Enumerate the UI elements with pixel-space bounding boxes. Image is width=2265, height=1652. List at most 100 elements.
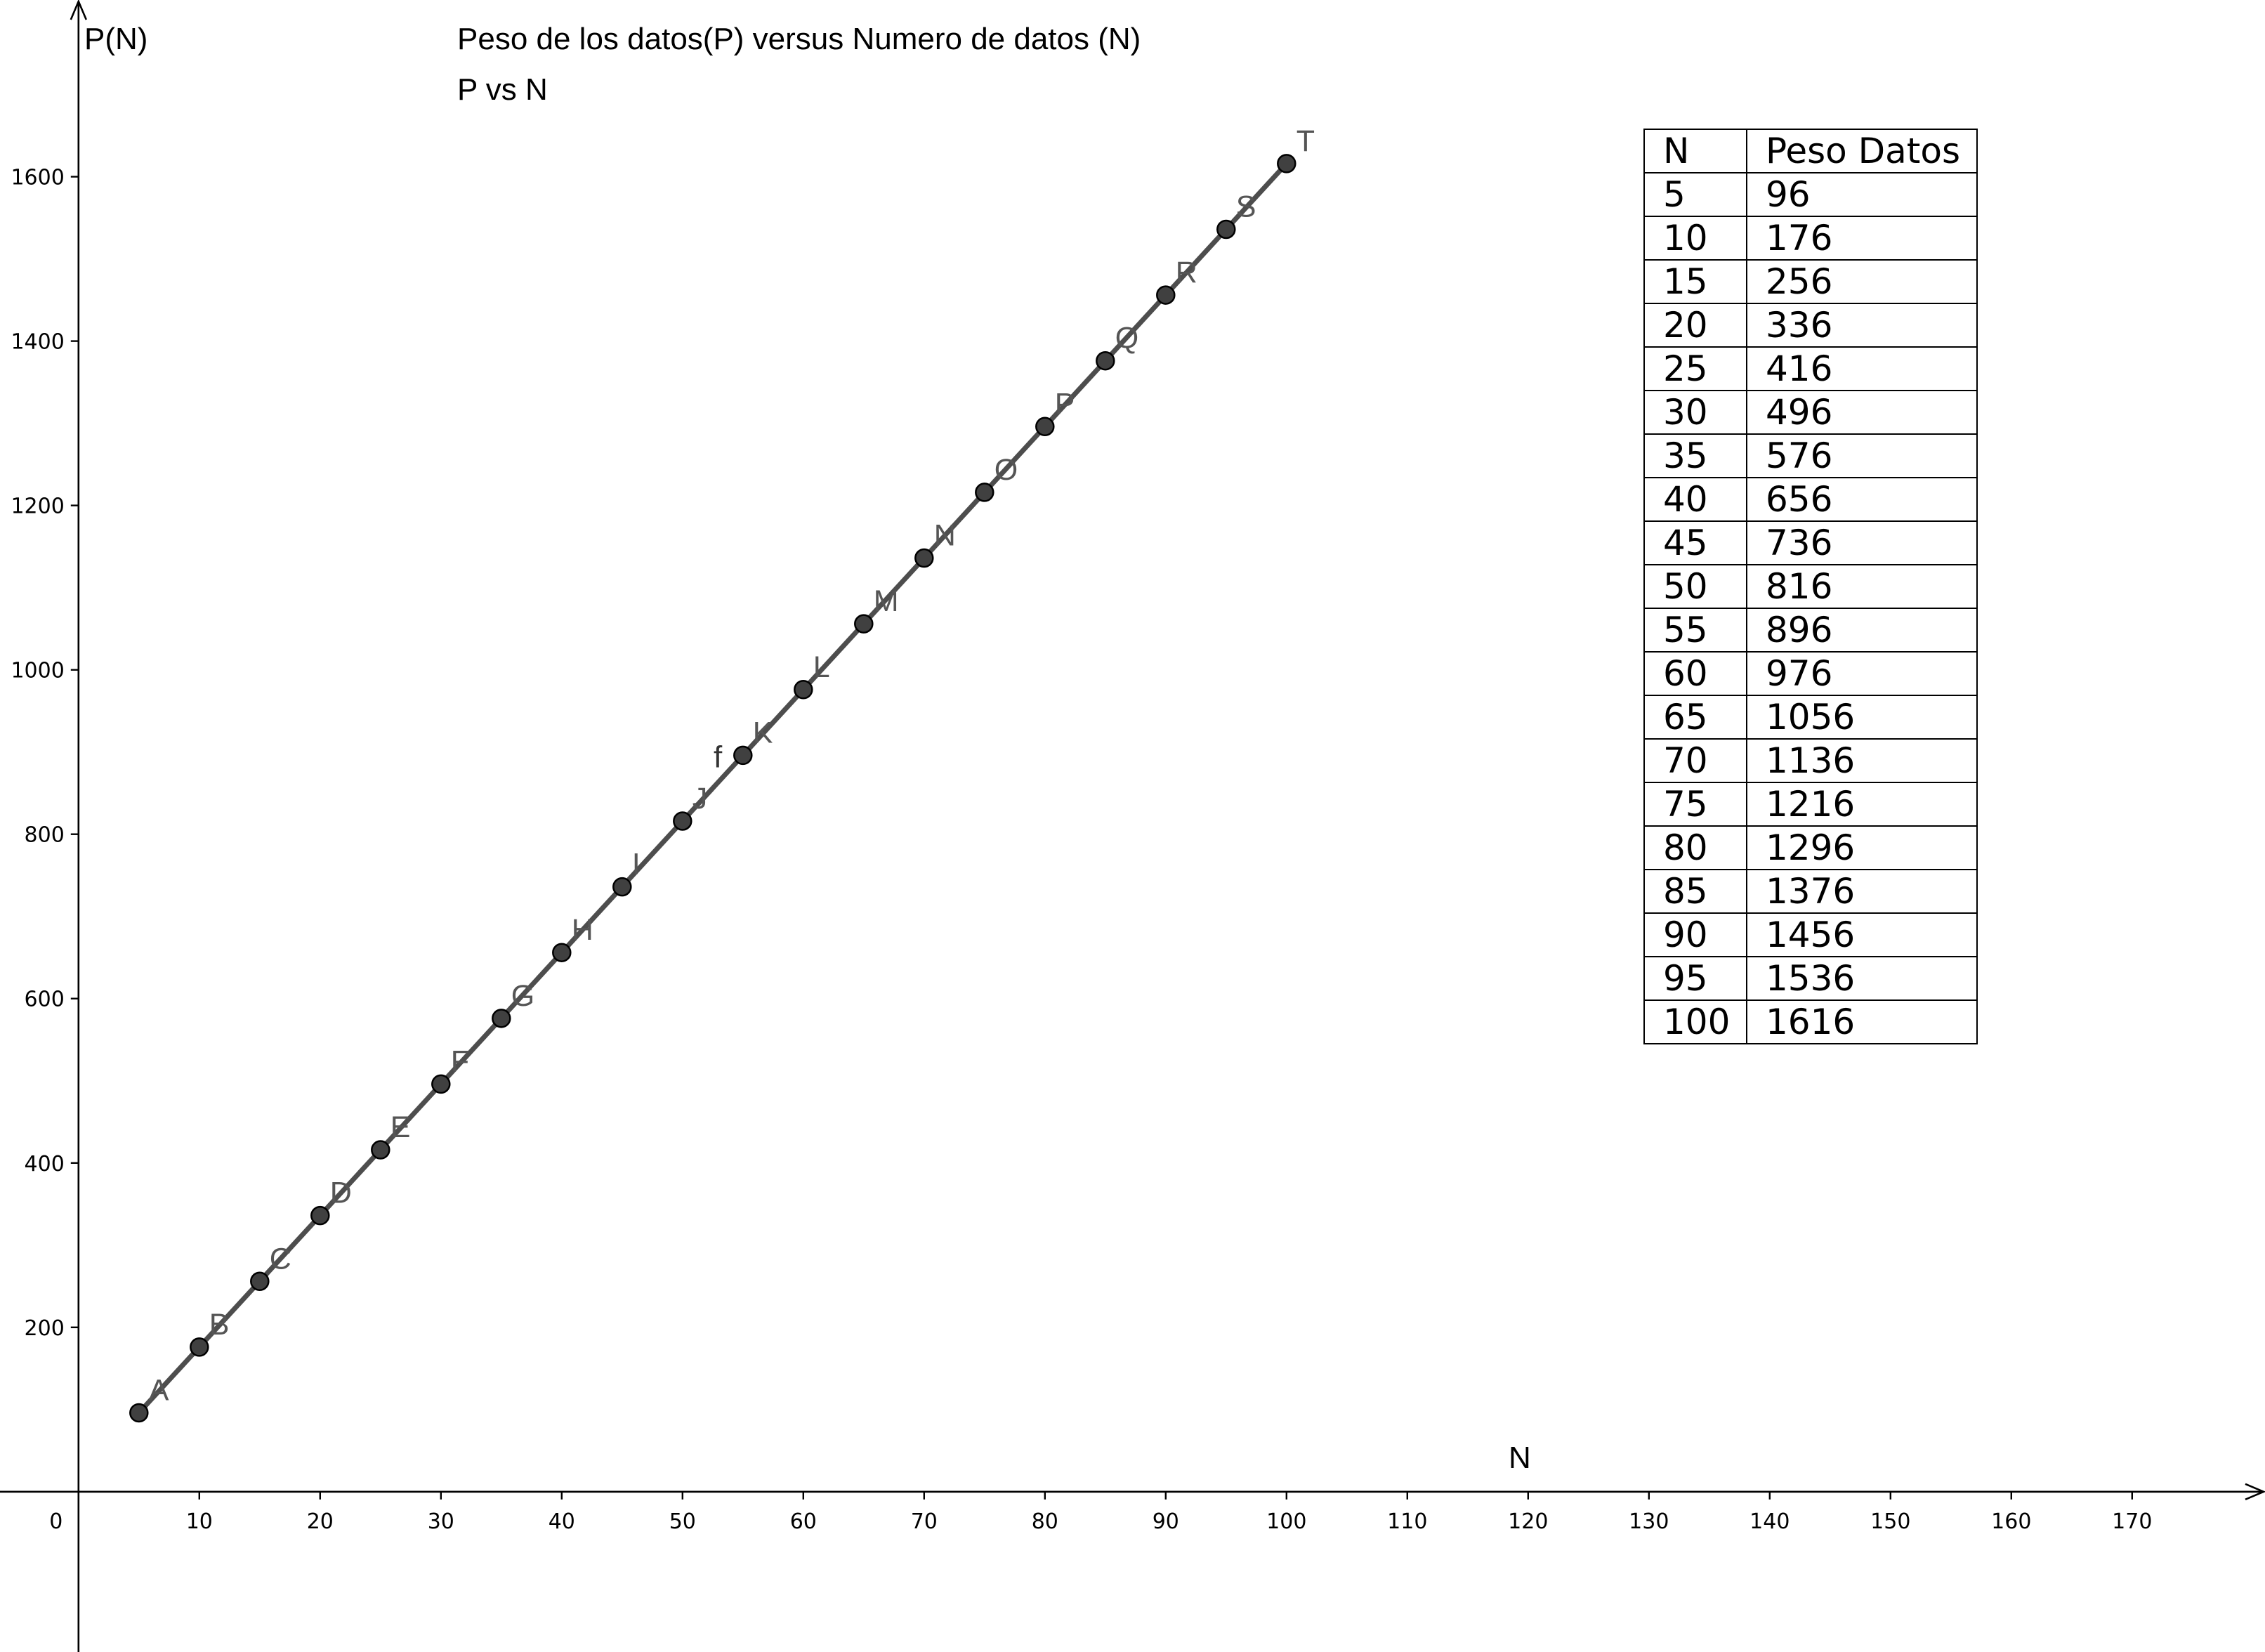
x-axis-title: N [1509,1441,1531,1475]
data-point [673,811,692,831]
table-cell-peso: 1616 [1746,999,1978,1044]
table-cell-n: 100 [1643,999,1747,1044]
table-row: 35 576 [1643,433,1978,478]
table-row: 70 1136 [1643,738,1978,783]
table-cell-peso: 656 [1746,477,1978,522]
data-point [371,1140,390,1160]
y-tick-label: 1200 [11,494,64,519]
table-cell-peso: 1376 [1746,869,1978,914]
table-cell-n: 55 [1643,608,1747,653]
point-label: C [270,1242,291,1276]
table-cell-n: 30 [1643,390,1747,435]
point-label: I [632,848,641,881]
y-tick-label: 200 [25,1316,65,1341]
table-cell-peso: 1136 [1746,738,1978,783]
data-point [1035,417,1055,437]
point-label: Q [1115,322,1138,355]
data-point [190,1337,209,1357]
y-tick-label: 400 [25,1152,65,1176]
x-tick-label: 30 [428,1509,454,1534]
data-point [129,1403,149,1423]
table-row: 95 1536 [1643,956,1978,1001]
table-cell-peso: 1296 [1746,825,1978,870]
table-body: 5 96 10 176 15 256 20 336 25 416 30 496 35 576 40 656 45… [1643,172,1978,1044]
data-point [612,877,632,897]
data-point [250,1271,270,1292]
table-cell-n: 40 [1643,477,1747,522]
point-label: E [390,1110,411,1144]
table-cell-n: 70 [1643,738,1747,783]
table-cell-peso: 96 [1746,172,1978,217]
point-label: B [209,1308,230,1342]
data-point [431,1074,451,1094]
table-row: 65 1056 [1643,695,1978,740]
table-header-n: N [1643,129,1747,173]
table-cell-peso: 976 [1746,651,1978,696]
x-tick-label: 110 [1387,1509,1427,1534]
point-label: M [874,584,899,618]
table-cell-peso: 576 [1746,433,1978,478]
point-label: N [934,519,956,553]
x-tick-label: 80 [1032,1509,1058,1534]
point-label: T [1296,124,1315,158]
table-row: 60 976 [1643,651,1978,696]
point-label: D [330,1176,352,1210]
table-cell-n: 90 [1643,912,1747,957]
table-row: 15 256 [1643,259,1978,304]
y-axis-title: P(N) [84,22,147,56]
table-cell-n: 50 [1643,564,1747,609]
point-label: F [451,1044,469,1078]
data-point [1096,350,1115,371]
data-point [552,943,572,962]
chart-title: Peso de los datos(P) versus Numero de da… [457,22,1141,56]
point-label: R [1176,256,1197,289]
series-layer: f A B C D E F G H I J K L M N O P Q R S T [129,124,1315,1423]
x-tick-label: 90 [1153,1509,1179,1534]
table-cell-peso: 416 [1746,346,1978,391]
point-label: P [1055,387,1075,421]
series-line [136,161,1289,1415]
data-point [794,680,813,700]
function-label: f [714,740,723,775]
x-tick-label: 170 [2112,1509,2152,1534]
y-tick-label: 1600 [11,166,64,190]
table-cell-peso: 1056 [1746,695,1978,740]
x-tick-label: 120 [1508,1509,1548,1534]
table-cell-n: 15 [1643,259,1747,304]
table-cell-n: 45 [1643,520,1747,565]
table-header-peso: Peso Datos [1746,129,1978,173]
point-label: L [813,650,830,684]
table-cell-n: 5 [1643,172,1747,217]
x-tick-label: 130 [1629,1509,1669,1534]
x-tick-label: 10 [186,1509,213,1534]
table-row: 25 416 [1643,346,1978,391]
table-row: 50 816 [1643,564,1978,609]
table-header-row: N Peso Datos [1643,129,1978,173]
chart-subtitle: P vs N [457,72,548,107]
point-label: O [994,453,1018,487]
point-label: K [753,716,773,749]
table-cell-peso: 816 [1746,564,1978,609]
x-tick-label: 60 [790,1509,817,1534]
table-row: 45 736 [1643,520,1978,565]
x-tick-label: 140 [1749,1509,1790,1534]
x-tick-label: 160 [1991,1509,2031,1534]
point-label: G [511,979,534,1013]
x-tick-label: 70 [911,1509,938,1534]
data-point [854,614,874,634]
table-cell-n: 85 [1643,869,1747,914]
table-cell-peso: 896 [1746,608,1978,653]
table-cell-peso: 1216 [1746,782,1978,827]
y-tick-label: 800 [25,823,65,848]
table-cell-n: 20 [1643,303,1747,348]
table-cell-peso: 256 [1746,259,1978,304]
x-tick-label: 40 [549,1509,575,1534]
table-row: 10 176 [1643,216,1978,261]
data-point [1277,154,1296,173]
x-tick-label: 20 [307,1509,334,1534]
table-cell-peso: 176 [1746,216,1978,261]
table-row: 55 896 [1643,608,1978,653]
table-cell-peso: 496 [1746,390,1978,435]
